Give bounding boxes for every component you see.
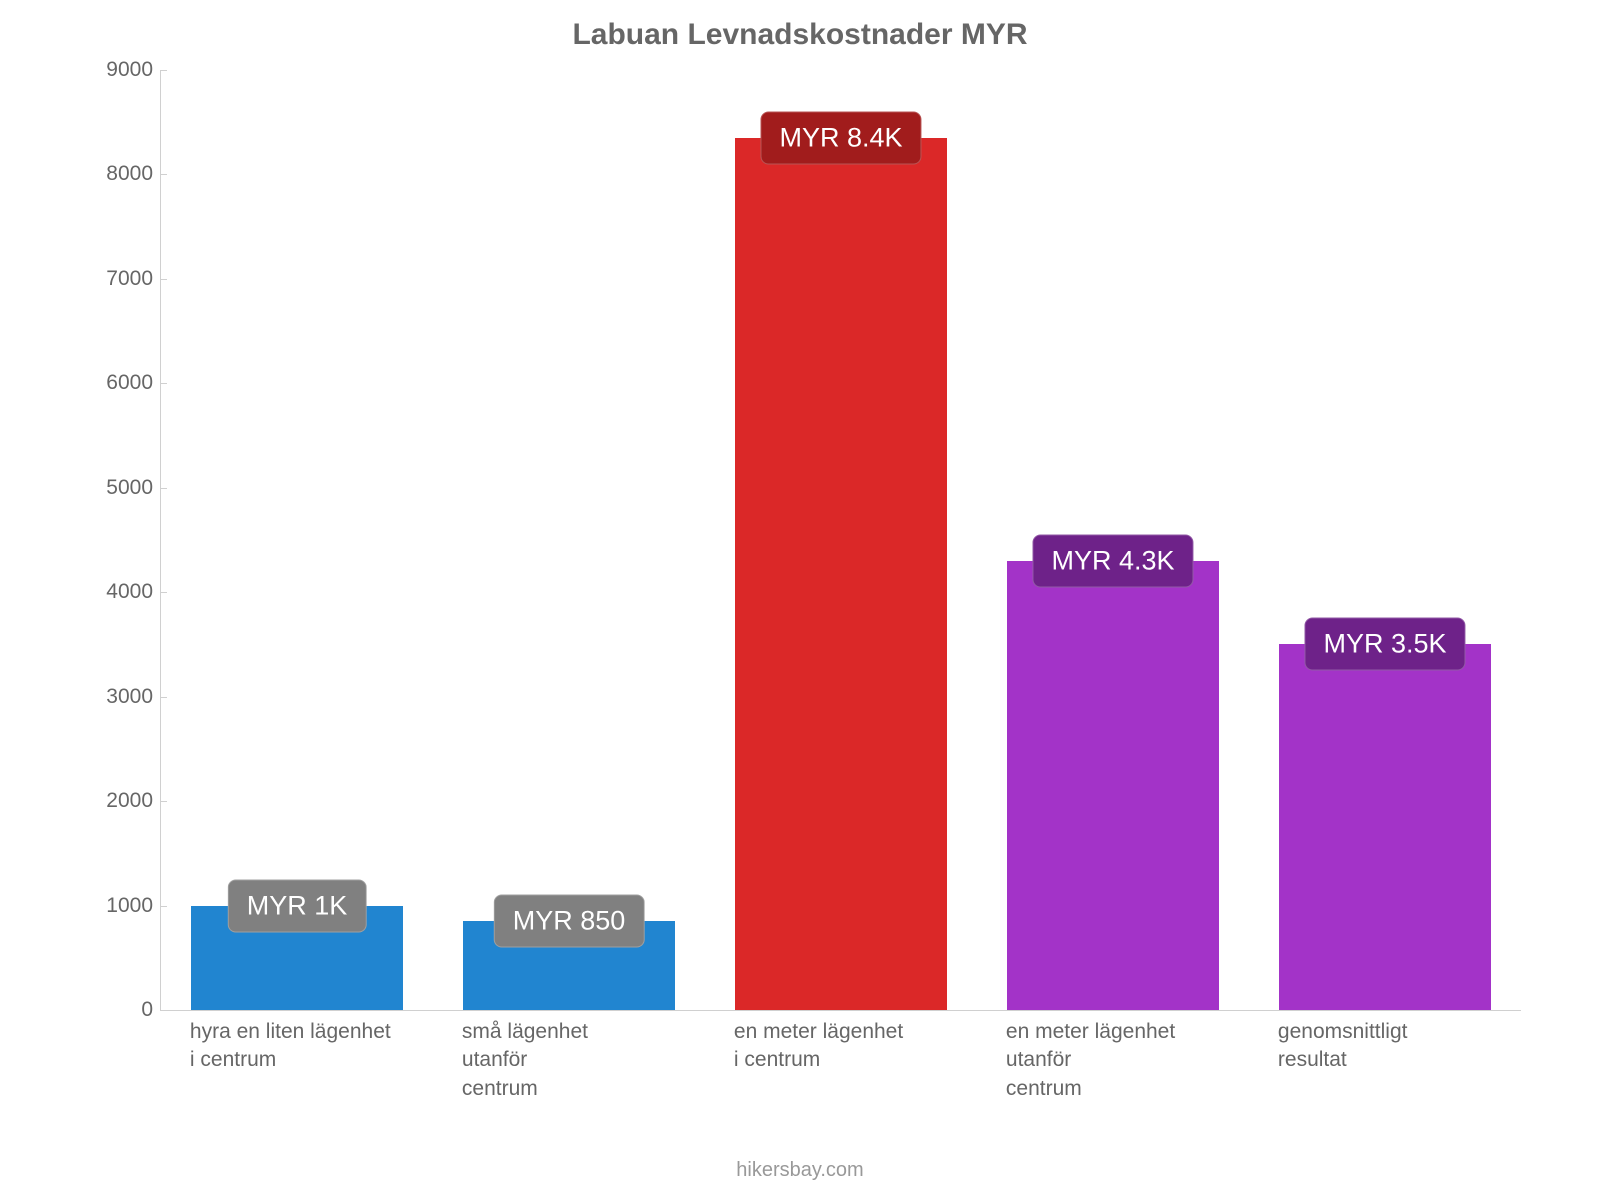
bar [1279, 644, 1491, 1010]
bar-value-label: MYR 8.4K [760, 111, 921, 164]
bar [735, 138, 947, 1010]
y-tick-label: 7000 [73, 267, 153, 291]
bar-value-label: MYR 1K [228, 879, 367, 932]
y-tick-label: 8000 [73, 162, 153, 186]
y-tick-label: 4000 [73, 580, 153, 604]
x-axis-label: små lägenhet utanför centrum [462, 1018, 588, 1103]
x-axis-label: en meter lägenhet utanför centrum [1006, 1018, 1175, 1103]
y-tick-mark [161, 906, 167, 907]
y-tick-mark [161, 70, 167, 71]
y-tick-label: 1000 [73, 894, 153, 918]
y-tick-label: 2000 [73, 789, 153, 813]
chart-title: Labuan Levnadskostnader MYR [60, 18, 1540, 52]
y-tick-mark [161, 174, 167, 175]
y-tick-mark [161, 697, 167, 698]
y-tick-mark [161, 383, 167, 384]
y-tick-label: 5000 [73, 476, 153, 500]
y-tick-mark [161, 279, 167, 280]
bar-value-label: MYR 850 [494, 895, 645, 948]
y-tick-label: 9000 [73, 58, 153, 82]
plot-area: 0100020003000400050006000700080009000MYR… [160, 70, 1521, 1011]
bar [1007, 561, 1219, 1010]
y-tick-mark [161, 1010, 167, 1011]
x-axis-label: en meter lägenhet i centrum [734, 1018, 903, 1075]
chart-container: Labuan Levnadskostnader MYR 010002000300… [60, 0, 1540, 1200]
y-tick-mark [161, 592, 167, 593]
y-tick-mark [161, 801, 167, 802]
bar-value-label: MYR 3.5K [1304, 618, 1465, 671]
attribution-text: hikersbay.com [60, 1159, 1540, 1182]
y-tick-label: 6000 [73, 371, 153, 395]
y-tick-label: 0 [73, 998, 153, 1022]
bar-value-label: MYR 4.3K [1032, 534, 1193, 587]
x-axis-label: hyra en liten lägenhet i centrum [190, 1018, 391, 1075]
x-axis-label: genomsnittligt resultat [1278, 1018, 1408, 1075]
y-tick-mark [161, 488, 167, 489]
y-tick-label: 3000 [73, 685, 153, 709]
